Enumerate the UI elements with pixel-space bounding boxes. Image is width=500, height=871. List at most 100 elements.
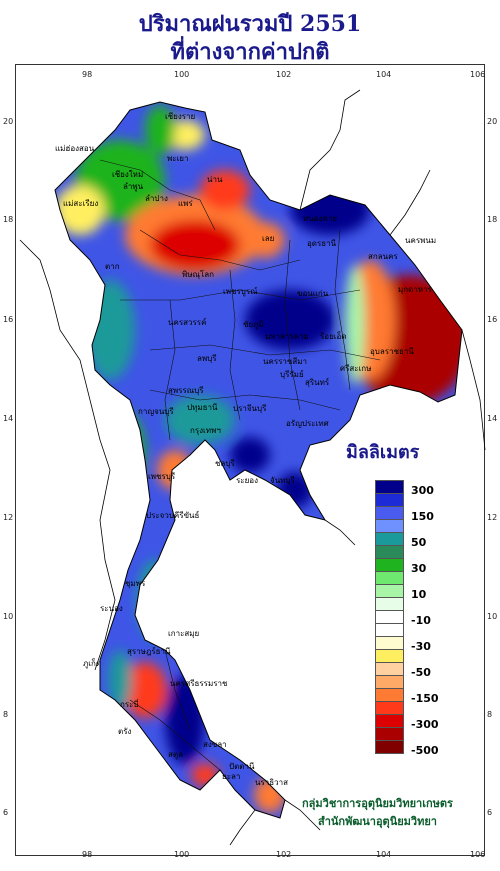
map-frame [15, 64, 485, 856]
legend-swatch [375, 571, 404, 585]
place-label: มุกดาหาร [398, 285, 432, 294]
place-label: แพร่ [178, 199, 193, 208]
lat-tick-right: 12 [487, 513, 498, 522]
place-label: อรัญประเทศ [286, 419, 329, 428]
place-label: ชัยภูมิ [243, 320, 264, 329]
lat-tick-left: 10 [3, 612, 14, 621]
place-label: เชียงใหม่ [112, 170, 144, 179]
place-label: ตรัง [118, 727, 132, 736]
lon-tick-top: 100 [174, 70, 190, 79]
lat-tick-left: 12 [3, 513, 14, 522]
lat-tick-right: 14 [487, 414, 498, 423]
place-label: อุบลราชธานี [370, 347, 414, 356]
legend-swatch [375, 519, 404, 533]
place-label: ขอนแก่น [297, 289, 329, 298]
lat-tick-left: 14 [3, 414, 14, 423]
lon-tick-bottom: 98 [82, 850, 93, 859]
place-label: ปราจีนบุรี [233, 404, 267, 413]
place-label: ระนอง [100, 604, 123, 613]
legend-label: -30 [411, 640, 431, 653]
lat-tick-right: 20 [487, 117, 498, 126]
lat-tick-right: 10 [487, 612, 498, 621]
map-subtitle: ที่ต่างจากค่าปกติ [170, 39, 330, 65]
place-label: สุรินทร์ [305, 378, 330, 387]
place-label: เชียงราย [165, 112, 196, 121]
place-label: ปัตตานี [229, 762, 255, 771]
legend-swatch [375, 623, 404, 637]
legend-swatch [375, 636, 404, 650]
place-label: กาญจนบุรี [138, 407, 174, 416]
lat-tick-right: 16 [487, 315, 498, 324]
place-label: หนองคาย [303, 214, 337, 223]
legend-label: -500 [411, 744, 439, 757]
lat-tick-right: 8 [487, 710, 493, 719]
lon-tick-bottom: 100 [174, 850, 190, 859]
legend-label: 300 [411, 484, 434, 497]
legend-label: -300 [411, 718, 439, 731]
place-label: ร้อยเอ็ด [320, 332, 347, 341]
place-label: นครราชสีมา [263, 357, 307, 366]
lat-tick-left: 16 [3, 315, 14, 324]
legend-swatch [375, 506, 404, 520]
place-label: ภูเก็ต [83, 659, 102, 668]
place-label: ยะลา [222, 772, 241, 781]
lat-tick-right: 18 [487, 215, 498, 224]
place-label: เพชรบูรณ์ [223, 287, 258, 296]
place-label: อุดรธานี [307, 239, 337, 248]
place-label: สกลนคร [368, 252, 398, 261]
legend-label: -50 [411, 666, 431, 679]
place-label: นราธิวาส [255, 778, 289, 787]
place-label: นครพนม [405, 236, 437, 245]
lat-tick-right: 6 [487, 808, 493, 817]
legend-title: มิลลิเมตร [346, 442, 420, 463]
lat-tick-left: 8 [3, 710, 9, 719]
credit-department: กลุ่มวิชาการอุตุนิยมวิทยาเกษตร [302, 797, 453, 810]
place-label: สุพรรณบุรี [168, 386, 204, 395]
place-label: เพชรบุรี [148, 472, 176, 481]
place-label: กระบี่ [120, 700, 139, 709]
place-label: พิษณุโลก [182, 270, 215, 279]
place-label: ชุมพร [125, 579, 146, 588]
legend-label: 10 [411, 588, 427, 601]
place-label: ศรีสะเกษ [340, 364, 372, 373]
legend-swatch [375, 714, 404, 728]
legend-swatch [375, 701, 404, 715]
legend-label: 50 [411, 536, 427, 549]
lon-tick-bottom: 106 [470, 850, 486, 859]
place-label: นครศรีธรรมราช [170, 679, 228, 688]
place-label: สุราษฎร์ธานี [127, 647, 171, 656]
legend-swatch [375, 545, 404, 559]
place-label: ประจวบคีรีขันธ์ [146, 511, 200, 520]
lon-tick-top: 104 [376, 70, 392, 79]
place-label: กรุงเทพฯ [190, 426, 221, 435]
legend-swatch [375, 688, 404, 702]
credit-bureau: สำนักพัฒนาอุตุนิยมวิทยา [318, 815, 437, 828]
place-label: ปทุมธานี [187, 403, 218, 412]
legend-swatch [375, 493, 404, 507]
lon-tick-top: 102 [276, 70, 292, 79]
place-label: แม่ฮ่องสอน [55, 144, 95, 153]
place-label: ลำพูน [123, 182, 144, 191]
legend-swatch [375, 662, 404, 676]
legend-label: 30 [411, 562, 427, 575]
thailand-outline [54, 101, 463, 819]
place-label: สตูล [168, 750, 183, 759]
place-label: ตาก [105, 262, 120, 271]
lon-tick-top: 106 [470, 70, 486, 79]
place-label: มหาสารคาม [265, 332, 309, 341]
lat-tick-left: 6 [3, 808, 9, 817]
place-label: เลย [262, 234, 275, 243]
place-label: ลพบุรี [197, 354, 217, 363]
place-label: ระยอง [236, 476, 258, 485]
legend-swatch [375, 480, 404, 494]
place-label: เกาะสมุย [168, 629, 200, 638]
legend-swatch [375, 727, 404, 741]
legend-swatch [375, 558, 404, 572]
lat-tick-left: 18 [3, 215, 14, 224]
legend-swatch [375, 597, 404, 611]
place-label: จันทบุรี [270, 476, 295, 485]
country-boundaries [19, 89, 486, 846]
place-label: ชลบุรี [215, 459, 235, 468]
lat-tick-left: 20 [3, 117, 14, 126]
